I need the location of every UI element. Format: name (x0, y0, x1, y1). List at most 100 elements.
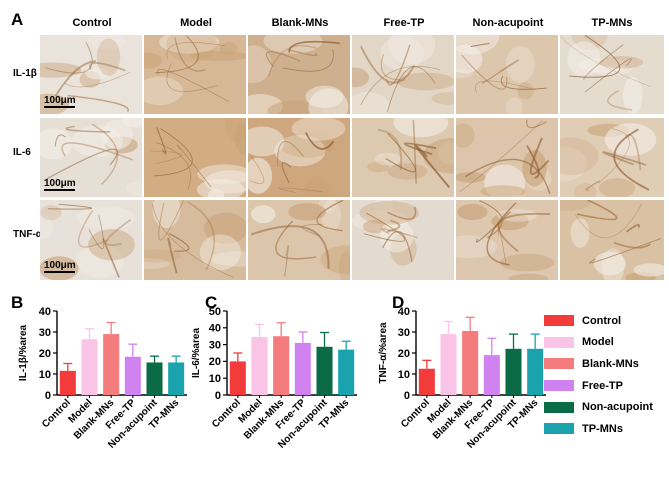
scale-bar-row1: 100μm (44, 95, 76, 108)
bar-il6-2 (273, 336, 290, 395)
micrograph-tile (560, 200, 664, 280)
y-tick-label: 30 (209, 339, 221, 351)
scale-bar-line (44, 271, 75, 273)
micrograph-tile (560, 35, 664, 114)
bar-il6-4 (316, 346, 333, 395)
legend-swatch-control (544, 315, 574, 326)
scale-bar-label: 100μm (44, 260, 76, 271)
panel-letter-a: A (11, 10, 24, 29)
bar-il1b-5 (168, 362, 185, 395)
bar-tnfa-1 (440, 334, 457, 395)
y-tick-label: 0 (45, 390, 51, 402)
legend-item: Model (544, 333, 653, 352)
micrograph-tile (144, 200, 246, 280)
legend-swatch-blank-mns (544, 358, 574, 370)
y-tick-label: 20 (398, 348, 410, 360)
legend-label: Free-TP (582, 379, 623, 392)
x-tick-label: Control (210, 397, 243, 430)
scale-bar-line (44, 189, 75, 191)
micrograph-tile (144, 118, 246, 197)
y-tick-label: 30 (398, 327, 410, 339)
legend-label: Control (582, 314, 622, 327)
micrograph-tile (456, 118, 558, 197)
y-tick-label: 10 (398, 369, 410, 381)
bar-tnfa-0 (418, 368, 435, 395)
col-title-non-acupoint: Non-acupoint (472, 17, 544, 29)
bar-il6-3 (294, 342, 311, 395)
micrograph-tile (40, 200, 142, 280)
bar-il1b-1 (81, 339, 98, 395)
micrograph-tile (560, 118, 664, 197)
y-tick-label: 20 (209, 356, 221, 368)
y-tick-label: 30 (39, 327, 51, 339)
micrograph-tile (352, 200, 454, 280)
y-tick-label: 10 (39, 369, 51, 381)
row-title-il1b: IL-1β (13, 68, 37, 79)
legend-swatch-tp-mns (544, 423, 574, 435)
bar-il6-5 (338, 349, 355, 395)
bar-il1b-0 (59, 370, 76, 395)
col-title-free-tp: Free-TP (383, 17, 425, 29)
legend-item: Blank-MNs (544, 354, 653, 373)
x-tick-label: Control (399, 397, 432, 430)
legend-item: Free-TP (544, 376, 653, 395)
legend-label: Model (582, 336, 614, 349)
scale-bar-label: 100μm (44, 178, 76, 189)
y-axis-label-il1b: IL-1β/%area (18, 325, 29, 382)
col-title-blank-mns: Blank-MNs (271, 17, 329, 29)
scale-bar-row2: 100μm (44, 178, 76, 191)
y-tick-label: 40 (398, 306, 410, 318)
bar-il1b-2 (103, 334, 120, 395)
micrograph-tile (456, 35, 558, 114)
legend-label: Non-acupoint (582, 401, 653, 414)
legend-label: TP-MNs (582, 422, 623, 435)
legend-swatch-non-acupoint (544, 401, 574, 413)
micrograph-tile (144, 35, 246, 114)
y-axis-label-il6: IL-6/%area (191, 328, 202, 378)
col-title-tp-mns: TP-MNs (591, 17, 633, 29)
y-tick-label: 20 (39, 348, 51, 360)
scale-bar-line (44, 106, 75, 108)
bar-il6-0 (229, 361, 246, 395)
micrograph-tile (352, 35, 454, 114)
x-tick-label: Control (40, 397, 73, 430)
legend-item: Non-acupoint (544, 398, 653, 417)
col-title-control: Control (72, 17, 112, 29)
micrograph-tile (248, 118, 350, 197)
legend: Control Model Blank-MNs Free-TP Non-acup… (544, 311, 653, 441)
y-tick-label: 40 (209, 323, 221, 335)
bar-tnfa-4 (505, 348, 522, 395)
legend-swatch-model (544, 336, 574, 348)
micrograph-tile (248, 35, 350, 114)
bar-il6-1 (251, 337, 268, 395)
panel-letter-c: C (205, 293, 218, 312)
bar-tnfa-3 (483, 355, 500, 395)
y-tick-label: 0 (404, 390, 410, 402)
legend-swatch-free-tp (544, 380, 574, 392)
bar-tnfa-5 (527, 348, 544, 395)
micrograph-tile (40, 35, 142, 114)
scale-bar-row3: 100μm (44, 260, 76, 273)
y-axis-label-tnfa: TNF-α/%area (378, 322, 389, 384)
legend-label: Blank-MNs (582, 357, 639, 370)
legend-item: Control (544, 311, 653, 330)
micrograph-tile (352, 118, 454, 197)
micrograph-tile (456, 200, 558, 280)
legend-item: TP-MNs (544, 419, 653, 438)
y-tick-label: 10 (209, 373, 221, 385)
row-title-tnfa: TNF-α (13, 229, 42, 240)
bar-tnfa-2 (462, 330, 479, 395)
y-tick-label: 40 (39, 306, 51, 318)
panel-letter-b: B (11, 293, 24, 312)
panel-letter-d: D (392, 293, 405, 312)
y-tick-label: 0 (215, 390, 221, 402)
row-title-il6: IL-6 (13, 147, 31, 158)
col-title-model: Model (180, 17, 212, 29)
scale-bar-label: 100μm (44, 95, 76, 106)
bar-il1b-3 (124, 356, 141, 395)
micrograph-tile (248, 200, 350, 280)
y-tick-label: 50 (209, 306, 221, 318)
micrograph-tile (40, 118, 142, 197)
bar-il1b-4 (146, 362, 163, 395)
